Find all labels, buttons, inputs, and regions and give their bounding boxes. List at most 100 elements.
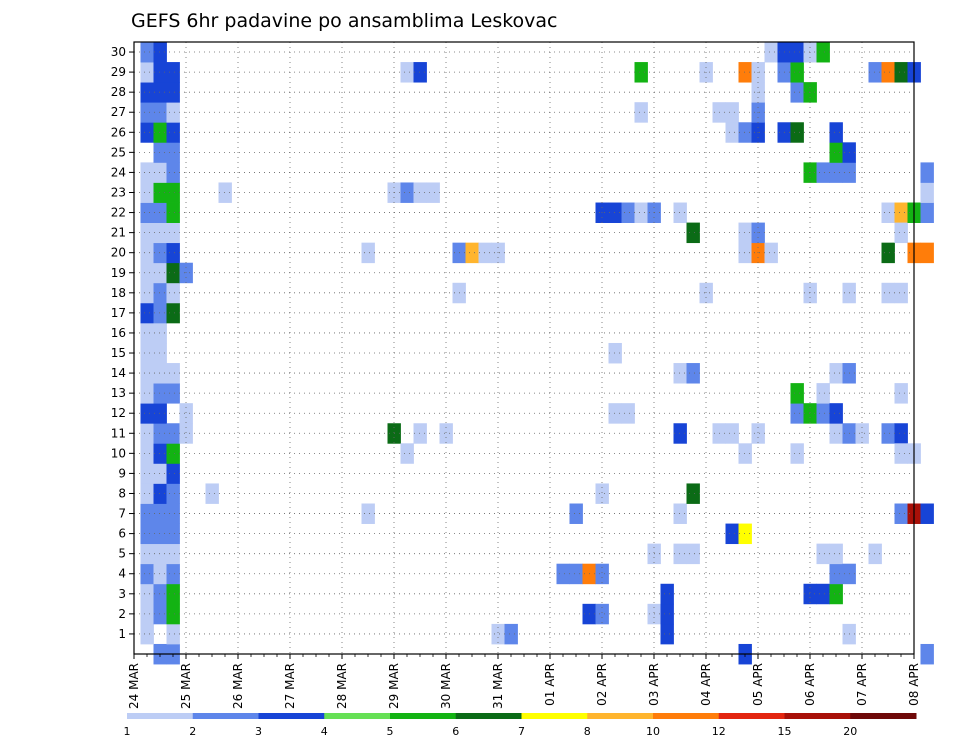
heatmap-cell (829, 563, 843, 585)
colorbar-swatch (587, 713, 654, 719)
heatmap-cell (179, 403, 193, 424)
y-tick-label: 11 (111, 426, 126, 440)
colorbar-label: 3 (255, 725, 262, 738)
heatmap-cell (166, 363, 180, 384)
colorbar-swatch (784, 713, 851, 719)
heatmap-cell (595, 483, 609, 504)
heatmap-cell (725, 423, 739, 444)
colorbar-swatch (324, 713, 391, 719)
heatmap-cell (660, 603, 674, 625)
heatmap-cell (426, 182, 440, 203)
colorbar-swatch (258, 713, 325, 719)
heatmap-cell (894, 383, 908, 404)
heatmap-cell (153, 463, 167, 484)
y-tick-label: 13 (111, 386, 126, 400)
heatmap-cell (894, 282, 908, 304)
heatmap-cell (166, 563, 180, 585)
heatmap-cell (140, 603, 154, 625)
heatmap-cell (166, 302, 180, 324)
colorbar-label: 4 (321, 725, 328, 738)
heatmap-cell (829, 122, 843, 143)
y-tick-label: 26 (111, 125, 126, 139)
colorbar: 1 2 3 4 5 6 7 8 10 12 15 20 (124, 713, 917, 738)
heatmap-cell (920, 242, 934, 264)
heatmap-cell (153, 543, 167, 565)
heatmap-cell (166, 543, 180, 565)
colorbar-label: 12 (712, 725, 726, 738)
y-tick-label: 19 (111, 266, 126, 280)
heatmap-cell (790, 42, 804, 63)
y-tick-label: 8 (118, 486, 126, 500)
heatmap-cell (140, 62, 154, 83)
heatmap-cell (465, 242, 479, 264)
heatmap-cell (413, 423, 427, 444)
heatmap-cell (829, 162, 843, 183)
heatmap-cell (439, 423, 453, 444)
y-tick-label: 6 (118, 527, 126, 541)
y-tick-label: 5 (118, 547, 126, 561)
heatmap-cell (920, 182, 934, 203)
y-tick-label: 17 (111, 306, 126, 320)
heatmap-cell (829, 423, 843, 444)
heatmap-cell (166, 443, 180, 464)
heatmap-cell (660, 583, 674, 605)
heatmap-cell (166, 483, 180, 504)
heatmap-cell (153, 383, 167, 404)
heatmap-cell (790, 443, 804, 464)
chart-title: GEFS 6hr padavine po ansamblima Leskovac (131, 10, 558, 32)
y-tick-label: 14 (111, 366, 126, 380)
y-tick-label: 18 (111, 286, 126, 300)
heatmap-cell (790, 62, 804, 83)
heatmap-cell (218, 182, 232, 203)
heatmap-cell (140, 383, 154, 404)
y-tick-label: 27 (111, 105, 126, 119)
heatmap-cell (140, 262, 154, 284)
heatmap-cell (140, 483, 154, 504)
heatmap-cell (140, 463, 154, 484)
heatmap-cell (400, 443, 414, 464)
x-tick-label: 24 MAR (127, 663, 141, 709)
heatmap-cell (400, 62, 414, 83)
colorbar-swatch (127, 713, 194, 719)
heatmap-cell (140, 122, 154, 143)
heatmap-cell (868, 62, 882, 83)
heatmap-cell (673, 543, 687, 565)
x-tick-label: 26 MAR (231, 663, 245, 709)
heatmap-cell (140, 302, 154, 324)
y-tick-label: 15 (111, 346, 126, 360)
heatmap-cell (634, 62, 648, 83)
y-tick-label: 23 (111, 185, 126, 199)
heatmap-cell (920, 202, 934, 223)
heatmap-cell (166, 503, 180, 524)
heatmap-cell (413, 182, 427, 203)
heatmap-cell (166, 202, 180, 223)
heatmap-cell (140, 583, 154, 605)
y-tick-label: 21 (111, 226, 126, 240)
heatmap-cell (738, 443, 752, 464)
colorbar-label: 6 (452, 725, 459, 738)
heatmap-cell (894, 503, 908, 524)
heatmap-cell (595, 563, 609, 585)
heatmap-cell (881, 282, 895, 304)
heatmap-cell (153, 423, 167, 444)
heatmap-cell (166, 242, 180, 264)
y-tick-label: 10 (111, 446, 126, 460)
heatmap-cell (153, 222, 167, 244)
colorbar-label: 2 (189, 725, 196, 738)
colorbar-swatch (455, 713, 522, 719)
heatmap-cell (725, 102, 739, 123)
y-tick-label: 22 (111, 206, 126, 220)
heatmap-cell (504, 623, 518, 645)
heatmap-cell (634, 102, 648, 123)
colorbar-swatch (390, 713, 457, 719)
y-tick-label: 25 (111, 145, 126, 159)
heatmap-cell (166, 583, 180, 605)
x-tick-label: 05 APR (751, 663, 765, 706)
heatmap-cell (790, 383, 804, 404)
heatmap-cell (881, 202, 895, 223)
y-tick-label: 29 (111, 65, 126, 79)
heatmap-cell (140, 363, 154, 384)
x-tick-label: 06 APR (803, 663, 817, 706)
heatmap-cell (140, 222, 154, 244)
heatmap-cell (673, 202, 687, 223)
